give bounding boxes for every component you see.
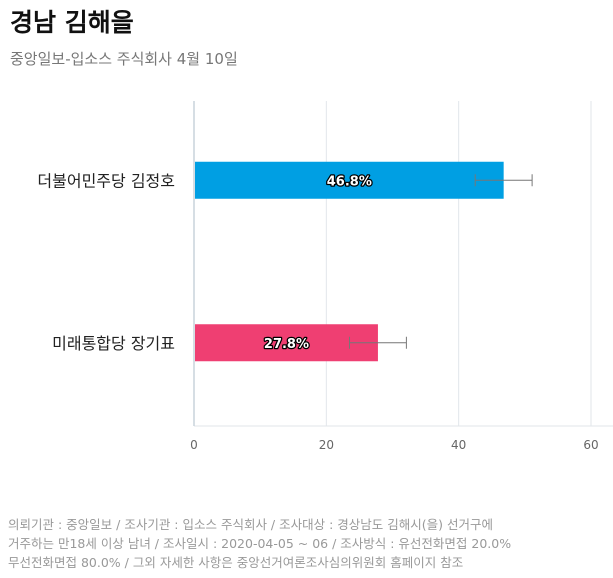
x-tick-label: 0	[190, 438, 198, 452]
value-label: 46.8%	[327, 174, 372, 189]
footnote-line: 거주하는 만18세 이상 남녀 / 조사일시 : 2020-04-05 ~ 06…	[8, 536, 512, 551]
x-tick-label: 40	[451, 438, 466, 452]
category-label: 미래통합당 장기표	[52, 334, 175, 353]
footnote-line: 의뢰기관 : 중앙일보 / 조사기관 : 입소스 주식회사 / 조사대상 : 경…	[8, 517, 493, 532]
bar	[195, 161, 504, 199]
chart-title: 경남 김해을	[10, 8, 134, 37]
category-label: 더불어민주당 김정호	[37, 171, 175, 190]
bar-chart: 0 20 40 60 더불어민주당 김정호 46.8% 미래통합당 장기표 27.8%	[37, 101, 613, 452]
x-tick-label: 60	[583, 438, 598, 452]
value-label: 27.8%	[264, 337, 309, 352]
x-tick-label: 20	[319, 438, 334, 452]
bar	[195, 324, 378, 362]
survey-footnote: 의뢰기관 : 중앙일보 / 조사기관 : 입소스 주식회사 / 조사대상 : 경…	[8, 515, 613, 572]
chart-subtitle: 중앙일보-입소스 주식회사 4월 10일	[10, 50, 238, 68]
footnote-line: 무선전화면접 80.0% / 그외 자세한 사항은 중앙선거여론조사심의위원회 …	[8, 555, 464, 570]
